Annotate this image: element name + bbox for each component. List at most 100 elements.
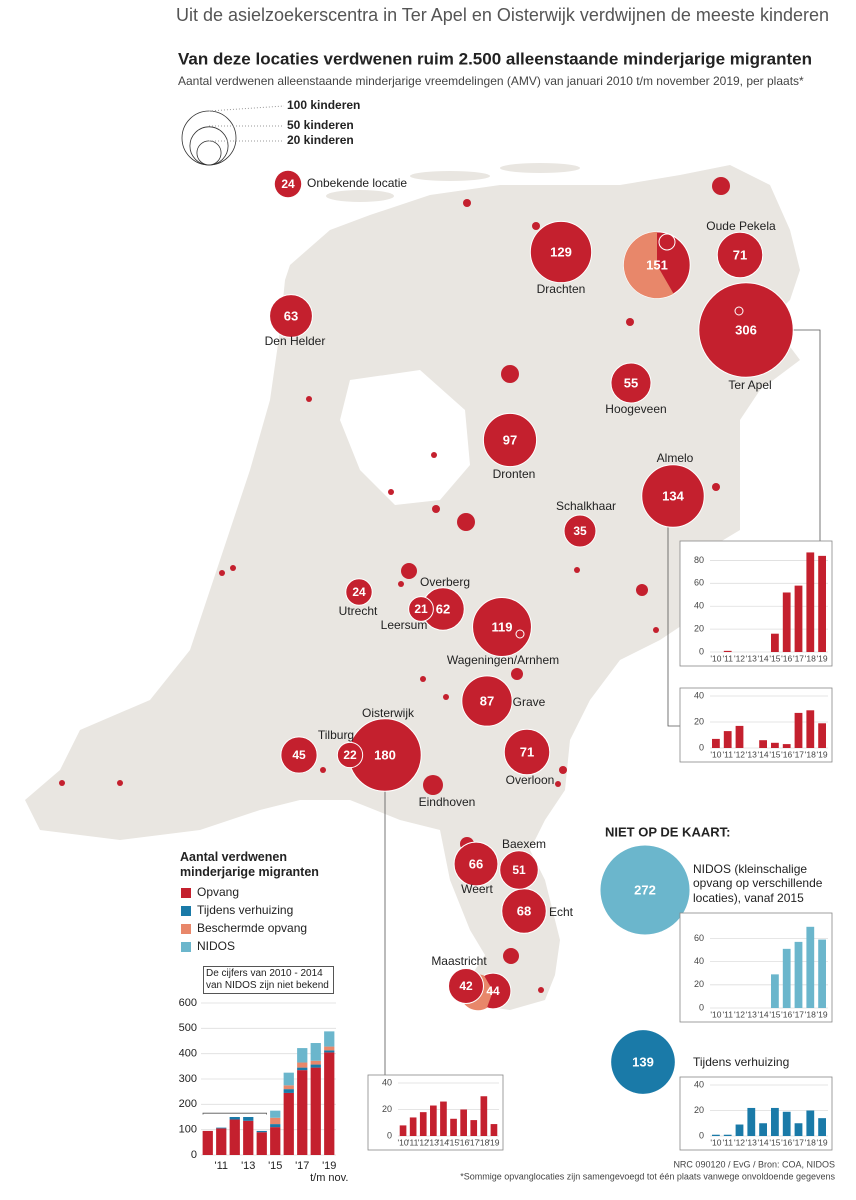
location-value: 87 bbox=[480, 693, 494, 708]
location-label: Ter Apel bbox=[728, 378, 771, 392]
location-value: 55 bbox=[624, 375, 638, 390]
location-label: Grave bbox=[513, 695, 546, 709]
location-circle bbox=[280, 736, 318, 774]
location-label: Onbekende locatie bbox=[307, 176, 407, 190]
bar bbox=[771, 974, 779, 1008]
x-tick-label: '14 bbox=[758, 749, 769, 759]
y-tick-label: 0 bbox=[699, 1002, 704, 1012]
bar bbox=[818, 723, 826, 748]
y-tick-label: 100 bbox=[179, 1124, 197, 1136]
y-tick-label: 20 bbox=[694, 1105, 704, 1115]
legend-swatch bbox=[181, 888, 191, 898]
x-tick-label: '17 bbox=[295, 1160, 309, 1172]
location-label: Drachten bbox=[537, 282, 586, 296]
y-tick-label: 20 bbox=[694, 716, 704, 726]
x-tick-label: '11 bbox=[722, 1009, 733, 1019]
location-value: 151 bbox=[646, 257, 668, 272]
bar bbox=[794, 1123, 803, 1136]
y-tick-label: 20 bbox=[694, 979, 704, 989]
bar bbox=[735, 1124, 744, 1136]
bar-segment bbox=[297, 1067, 308, 1071]
location-value: 35 bbox=[573, 524, 587, 538]
protected-share bbox=[623, 231, 674, 299]
location-circle bbox=[472, 597, 532, 657]
bar-segment bbox=[229, 1119, 240, 1155]
bar-segment bbox=[229, 1117, 240, 1120]
y-tick-label: 40 bbox=[382, 1077, 392, 1087]
bar bbox=[782, 592, 791, 652]
location-label: Schalkhaar bbox=[556, 499, 616, 513]
location-value: 45 bbox=[292, 748, 306, 762]
bar bbox=[450, 1118, 457, 1136]
x-tick-label: '12 bbox=[734, 749, 745, 759]
not-on-map-title: NIET OP DE KAART: bbox=[605, 824, 730, 839]
y-tick-label: 20 bbox=[382, 1104, 392, 1114]
location-value: 119 bbox=[492, 619, 513, 634]
location-value: 71 bbox=[520, 744, 534, 759]
location-value: 97 bbox=[503, 432, 517, 447]
bar-segment bbox=[310, 1043, 321, 1061]
size-legend-label: 50 kinderen bbox=[287, 118, 354, 132]
x-tick-label: '17 bbox=[793, 749, 804, 759]
location-label: Baexem bbox=[502, 837, 546, 851]
location-label: Weert bbox=[461, 882, 493, 896]
y-tick-label: 0 bbox=[699, 646, 704, 656]
location-value: 129 bbox=[550, 244, 572, 259]
location-value: 44 bbox=[486, 984, 500, 998]
bar bbox=[771, 742, 779, 748]
y-tick-label: 40 bbox=[694, 956, 704, 966]
x-note: t/m nov. bbox=[310, 1172, 348, 1184]
x-tick-label: '13 bbox=[746, 1009, 757, 1019]
location-dot bbox=[712, 483, 720, 491]
x-tick-label: '12 bbox=[734, 1009, 745, 1019]
bar bbox=[806, 552, 815, 652]
location-circle bbox=[716, 231, 764, 279]
location-dot bbox=[559, 766, 567, 774]
location-dot bbox=[423, 775, 443, 795]
x-tick-label: '16 bbox=[781, 1137, 792, 1147]
location-dot bbox=[219, 570, 225, 576]
y-tick-label: 40 bbox=[694, 601, 704, 611]
x-tick-label: '11 bbox=[722, 653, 733, 663]
bar bbox=[818, 555, 826, 652]
location-value: 134 bbox=[662, 488, 684, 503]
x-tick-label: '14 bbox=[438, 1137, 449, 1147]
x-tick-label: '11 bbox=[722, 1137, 733, 1147]
y-tick-label: 400 bbox=[179, 1048, 197, 1060]
map-land bbox=[25, 165, 800, 1010]
size-legend-circle bbox=[181, 110, 237, 166]
extra-value: 139 bbox=[632, 1054, 654, 1069]
extra-circle bbox=[611, 1030, 675, 1094]
x-tick-label: '15 bbox=[268, 1160, 282, 1172]
bar bbox=[759, 1123, 767, 1136]
bar-segment bbox=[283, 1085, 294, 1090]
bar-segment bbox=[270, 1110, 281, 1118]
bar-segment bbox=[324, 1052, 335, 1155]
location-label: Dronten bbox=[493, 467, 536, 481]
x-tick-label: '19 bbox=[322, 1160, 336, 1172]
x-tick-label: '11 bbox=[214, 1160, 228, 1172]
y-tick-label: 300 bbox=[179, 1073, 197, 1085]
bar-segment bbox=[310, 1064, 321, 1068]
x-tick-label: '14 bbox=[758, 653, 769, 663]
location-circle bbox=[269, 294, 313, 338]
location-circle bbox=[336, 741, 364, 769]
location-label: Almelo bbox=[657, 451, 694, 465]
location-value: 66 bbox=[469, 856, 483, 871]
x-tick-label: '13 bbox=[241, 1160, 255, 1172]
map-island bbox=[500, 163, 580, 173]
footnote: *Sommige opvanglocaties zijn samengevoeg… bbox=[460, 1171, 835, 1181]
y-tick-label: 0 bbox=[191, 1149, 197, 1161]
location-label: Tilburg bbox=[318, 728, 354, 742]
y-tick-label: 60 bbox=[694, 578, 704, 588]
y-tick-label: 80 bbox=[694, 555, 704, 565]
bar bbox=[480, 1096, 488, 1136]
legend-label: Tijdens verhuizing bbox=[197, 903, 293, 917]
x-tick-label: '14 bbox=[758, 1137, 769, 1147]
x-tick-label: '12 bbox=[418, 1137, 429, 1147]
location-circle bbox=[453, 841, 499, 887]
location-circle bbox=[274, 170, 302, 198]
x-tick-label: '15 bbox=[769, 749, 780, 759]
x-tick-label: '18 bbox=[805, 1137, 816, 1147]
bar bbox=[782, 1111, 791, 1136]
